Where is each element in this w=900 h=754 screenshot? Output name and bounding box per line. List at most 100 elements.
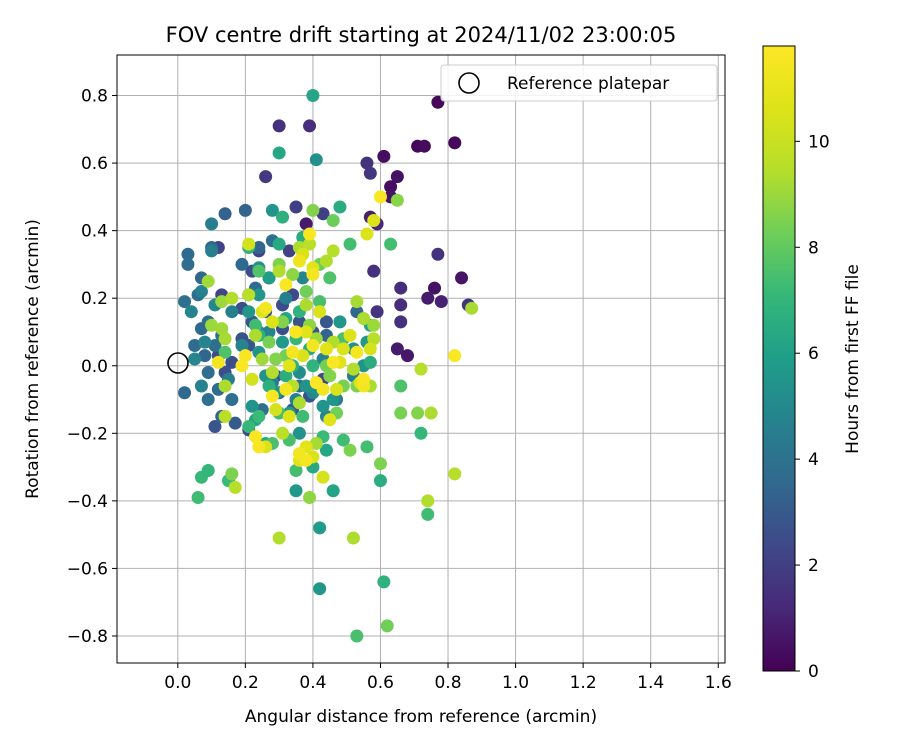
y-tick-label: 0.0 [81,357,108,377]
data-point [343,443,357,457]
data-point [218,332,232,346]
data-point [276,426,290,440]
data-point [319,315,333,329]
data-point [252,440,266,454]
colorbar-label: Hours from first FF file [843,264,863,454]
data-point [384,180,398,194]
data-point [360,156,374,170]
data-point [363,166,377,180]
data-point [417,139,431,153]
x-tick-label: 0.8 [434,673,461,693]
data-point [377,149,391,163]
data-point [390,342,404,356]
x-tick-label: 1.2 [570,673,597,693]
data-point [242,237,256,251]
data-point [198,349,212,363]
data-point [296,349,310,363]
data-point [319,254,333,268]
data-point [373,190,387,204]
data-point [357,311,371,325]
colorbar-tick-label: 10 [808,132,830,152]
data-point [313,305,327,319]
data-point [265,203,279,217]
data-point [188,352,202,366]
data-point [292,447,306,461]
data-point [421,291,435,305]
data-point [201,393,215,407]
y-tick-label: 0.2 [81,289,108,309]
data-point [309,376,323,390]
data-point [272,531,286,545]
data-point [363,342,377,356]
data-point [289,463,303,477]
x-tick-label: 1.6 [705,673,732,693]
data-point [394,281,408,295]
y-tick-label: −0.8 [67,627,108,647]
data-point [259,170,273,184]
x-axis-ticks: 0.0 0.2 0.4 0.6 0.8 1.0 1.2 1.4 1.6 [164,663,732,693]
data-point [238,349,252,363]
data-point [225,355,239,369]
data-point [178,386,192,400]
data-point [276,315,290,329]
data-point [292,315,306,329]
colorbar-tick-label: 4 [808,450,819,470]
data-point [380,619,394,633]
data-point [292,396,306,410]
data-point [326,355,340,369]
data-point [201,274,215,288]
data-point [225,305,239,319]
colorbar-gradient [762,45,796,672]
data-point [303,227,317,241]
legend-box [440,64,718,102]
colorbar-tick-label: 2 [808,556,819,576]
data-point [205,244,219,258]
data-point [218,207,232,221]
data-point [299,325,313,339]
data-point [319,443,333,457]
data-point [262,271,276,285]
data-point [208,338,222,352]
data-point [330,382,344,396]
data-point [262,379,276,393]
data-point [205,318,219,332]
data-point [265,389,279,403]
legend-marker [458,72,480,94]
data-point [360,227,374,241]
data-point [357,372,371,386]
data-point [228,480,242,494]
data-point [205,217,219,231]
data-point [313,582,327,596]
x-axis-label: Angular distance from reference (arcmin) [245,707,597,727]
data-point [421,507,435,521]
reference-marker [167,352,189,374]
data-point [235,338,249,352]
data-point [194,379,208,393]
data-point [306,338,320,352]
chart-title: FOV centre drift starting at 2024/11/02 … [166,23,677,47]
data-point [194,284,208,298]
data-point [191,490,205,504]
colorbar-tick-label: 0 [808,662,819,682]
data-point [245,399,259,413]
x-tick-label: 1.4 [637,673,664,693]
data-point [346,362,360,376]
y-tick-label: 0.4 [81,222,108,242]
data-point [367,264,381,278]
data-point [252,288,266,302]
data-point [262,335,276,349]
y-tick-label: −0.4 [67,492,108,512]
data-point [215,322,229,336]
data-point [390,170,404,184]
y-axis-label: Rotation from reference (arcmin) [23,219,43,499]
data-point [323,413,337,427]
data-point [211,355,225,369]
colorbar-tick-label: 8 [808,238,819,258]
data-point [306,89,320,103]
data-point [282,409,296,423]
data-point [299,379,313,393]
data-point [465,301,479,315]
data-point [279,382,293,396]
data-point [306,203,320,217]
